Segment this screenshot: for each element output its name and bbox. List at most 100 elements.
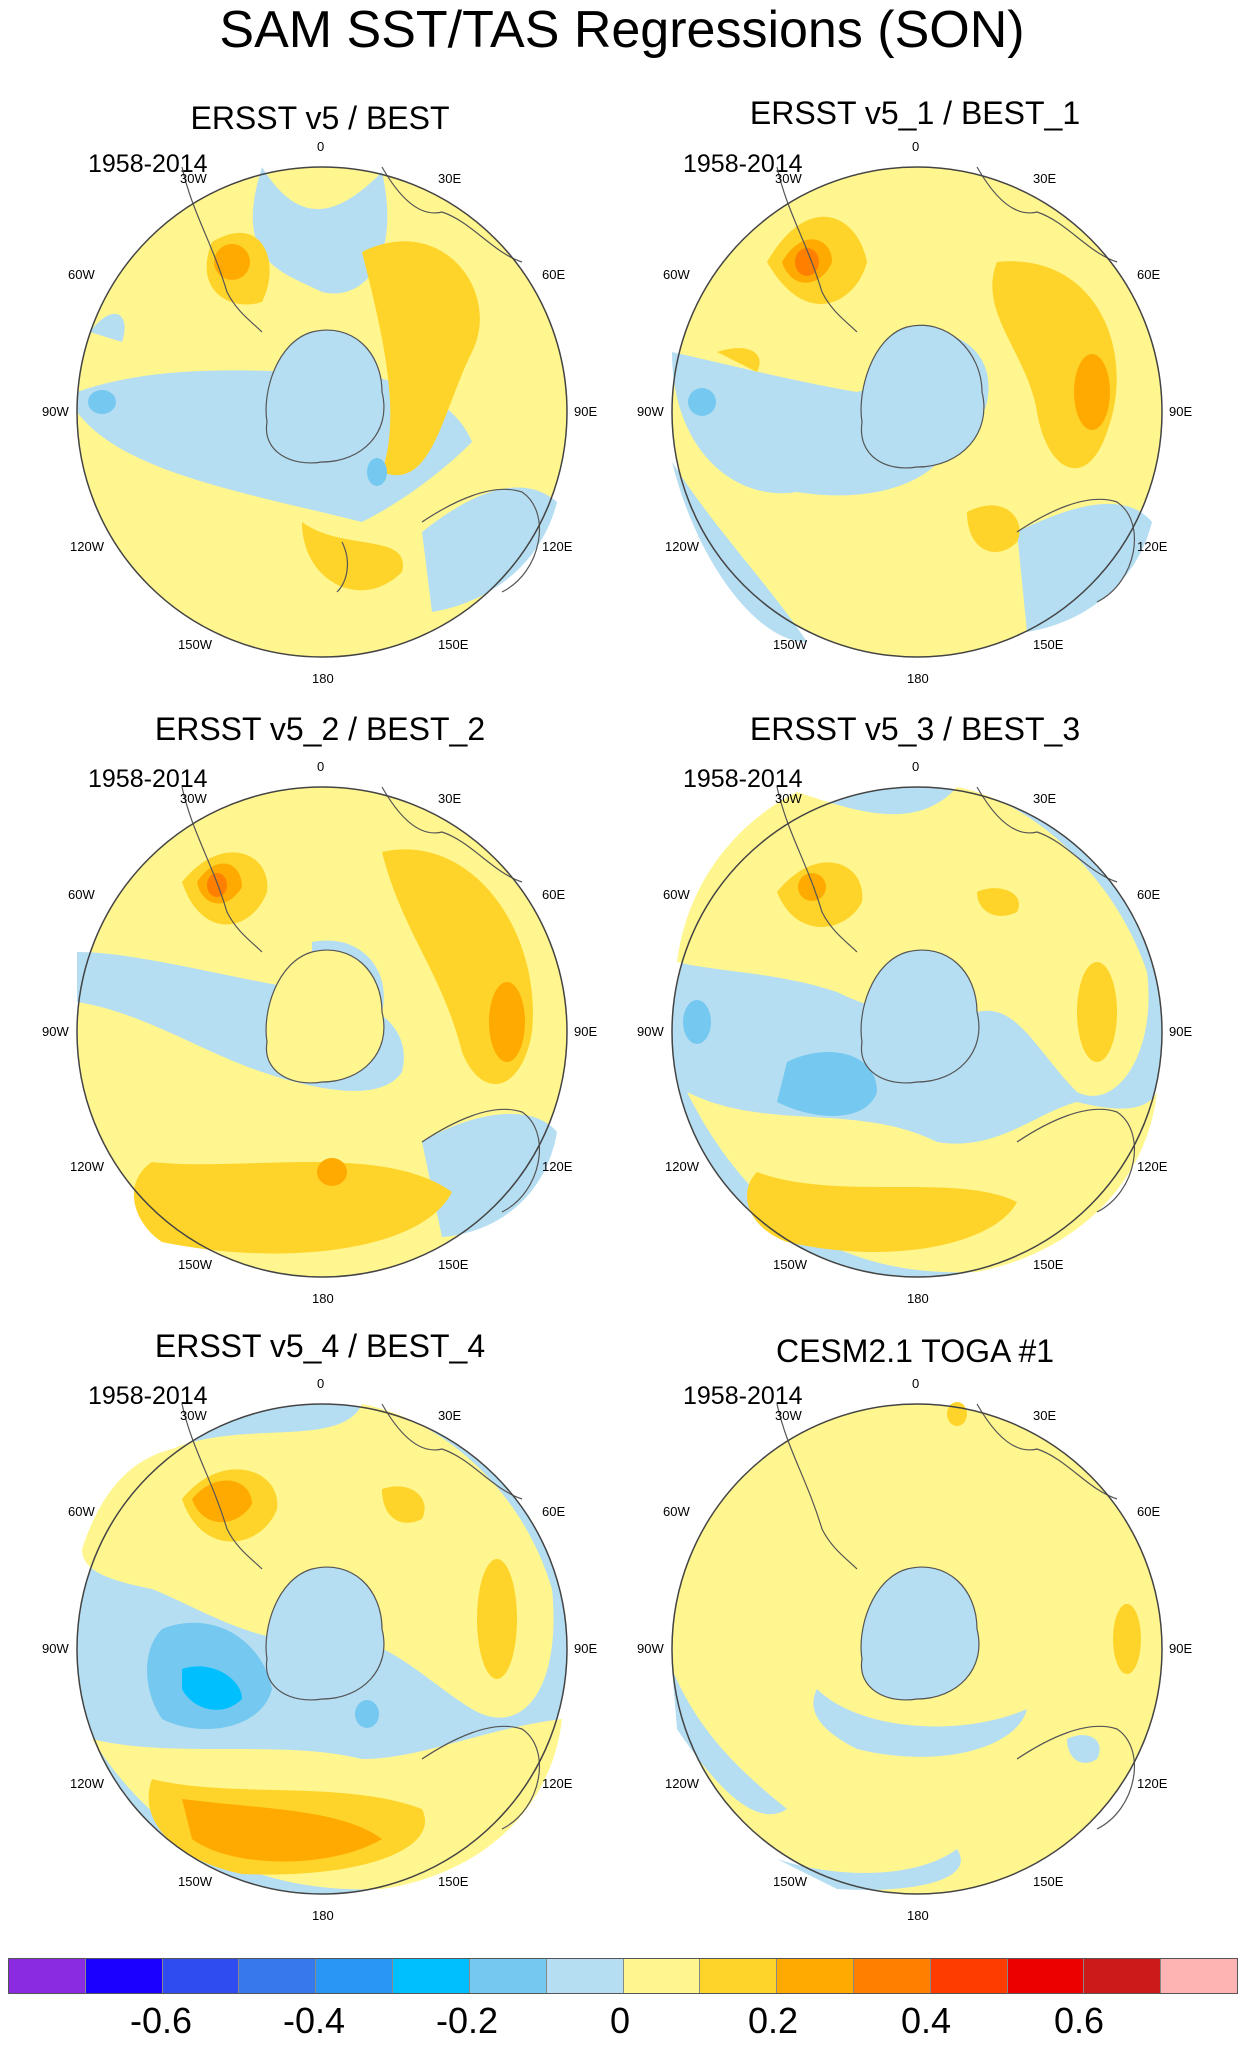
positive-anomaly-region — [133, 1162, 453, 1254]
positive-anomaly-core — [317, 1158, 347, 1186]
lon-label-120w: 120W — [70, 1159, 104, 1174]
lon-label-30e: 30E — [1033, 1408, 1057, 1423]
positive-anomaly-region — [717, 348, 760, 372]
negative-anomaly-core — [683, 1000, 711, 1044]
panel-period: 1958-2014 — [88, 150, 208, 178]
lon-label-0: 0 — [317, 139, 325, 154]
negative-anomaly-region — [1017, 503, 1152, 632]
positive-anomaly-core — [489, 982, 525, 1062]
panel-title: ERSST v5_2 / BEST_2 — [154, 711, 486, 747]
positive-anomaly-region — [967, 505, 1020, 552]
colorbar-box — [469, 1959, 547, 1993]
colorbar-box — [316, 1959, 394, 1993]
colorbar-box — [853, 1959, 931, 1993]
lon-label-90e: 90E — [1169, 1024, 1193, 1039]
lon-label-60e: 60E — [1137, 887, 1161, 902]
positive-anomaly-region — [302, 522, 403, 591]
africa-coast — [976, 166, 1118, 263]
colorbar-label: 0.2 — [747, 2000, 799, 2041]
colorbar-label: 0.4 — [900, 2000, 952, 2041]
lon-label-120w: 120W — [70, 539, 104, 554]
polar-map — [671, 786, 1163, 1278]
polar-map — [76, 786, 568, 1278]
panel-period: 1958-2014 — [88, 1382, 208, 1410]
positive-anomaly-core — [214, 244, 250, 280]
positive-anomaly-region — [477, 1559, 517, 1679]
colorbar-box — [9, 1959, 86, 1993]
colorbar-box — [1084, 1959, 1162, 1993]
africa-coast — [976, 1403, 1118, 1500]
polar-map — [76, 166, 568, 658]
colorbar-box — [85, 1959, 163, 1993]
lon-label-150e: 150E — [438, 1874, 469, 1889]
africa-coast — [976, 786, 1118, 883]
lon-label-60e: 60E — [542, 267, 566, 282]
lon-label-30w: 30W — [775, 171, 802, 186]
positive-anomaly-core — [798, 873, 826, 901]
colorbar-box — [1007, 1959, 1085, 1993]
antarctica-landmass — [860, 949, 980, 1084]
negative-anomaly-region — [422, 1113, 557, 1237]
lon-label-0: 0 — [912, 759, 920, 774]
lon-label-30e: 30E — [1033, 171, 1057, 186]
lon-label-150w: 150W — [178, 1874, 212, 1889]
lon-label-30e: 30E — [438, 791, 462, 806]
lon-label-60e: 60E — [542, 1504, 566, 1519]
panel-period: 1958-2014 — [683, 150, 803, 178]
lon-label-150e: 150E — [438, 1257, 469, 1272]
colorbar-box — [239, 1959, 317, 1993]
positive-anomaly-core — [192, 1480, 252, 1523]
lon-label-150e: 150E — [1033, 1874, 1064, 1889]
map-panel-3: ERSST v5_2 / BEST_2 1958-2014 0 30E 60E … — [20, 615, 620, 1306]
colorbar-box — [700, 1959, 778, 1993]
south-america-coast — [776, 166, 858, 333]
negative-anomaly-core — [355, 1700, 379, 1728]
lon-label-60w: 60W — [68, 887, 95, 902]
lon-label-120w: 120W — [70, 1776, 104, 1791]
lon-label-150w: 150W — [773, 1257, 807, 1272]
positive-anomaly-region — [747, 1172, 1017, 1253]
lon-label-90e: 90E — [574, 1641, 598, 1656]
negative-anomaly-region — [672, 1669, 787, 1815]
negative-anomaly-core — [688, 388, 716, 416]
colorbar-label: 0.6 — [1053, 2000, 1105, 2041]
colorbar-box — [777, 1959, 854, 1993]
lon-label-30w: 30W — [180, 1408, 207, 1423]
positive-anomaly-region — [362, 241, 480, 476]
lon-label-180: 180 — [312, 671, 334, 686]
colorbar-box — [393, 1959, 470, 1993]
figure-title: SAM SST/TAS Regressions (SON) — [219, 1, 1025, 59]
antarctica-landmass — [860, 1566, 980, 1701]
polar-map — [671, 166, 1163, 658]
negative-anomaly-core — [88, 390, 116, 414]
africa-coast — [381, 1403, 523, 1500]
negative-anomaly-region — [90, 313, 125, 342]
lon-label-180: 180 — [907, 1908, 929, 1923]
negative-anomaly-region — [672, 462, 807, 642]
antarctica-landmass — [860, 324, 985, 469]
positive-anomaly-core — [1074, 354, 1110, 430]
lon-label-30e: 30E — [438, 171, 462, 186]
negative-anomaly-region — [777, 1849, 961, 1890]
panel-period: 1958-2014 — [683, 765, 803, 793]
lon-label-30w: 30W — [775, 791, 802, 806]
polar-map — [76, 1403, 568, 1895]
lon-label-90w: 90W — [42, 1641, 69, 1656]
lon-label-150w: 150W — [773, 1874, 807, 1889]
lon-label-60e: 60E — [1137, 1504, 1161, 1519]
lon-label-120w: 120W — [665, 1159, 699, 1174]
positive-anomaly-core — [182, 1799, 382, 1862]
south-america-coast — [181, 786, 263, 953]
antarctica-landmass — [265, 1566, 385, 1701]
africa-coast — [381, 166, 523, 263]
positive-anomaly-core — [795, 248, 819, 276]
panel-title: ERSST v5_3 / BEST_3 — [749, 711, 1081, 747]
negative-anomaly-core — [777, 1052, 877, 1116]
lon-label-120e: 120E — [542, 1776, 573, 1791]
negative-anomaly-core — [367, 458, 387, 486]
lon-label-90w: 90W — [42, 404, 69, 419]
lon-label-0: 0 — [912, 139, 920, 154]
colorbar-box — [930, 1959, 1008, 1993]
map-panel-4: ERSST v5_3 / BEST_3 1958-2014 0 30E 60E … — [615, 615, 1215, 1306]
lon-label-180: 180 — [907, 671, 929, 686]
